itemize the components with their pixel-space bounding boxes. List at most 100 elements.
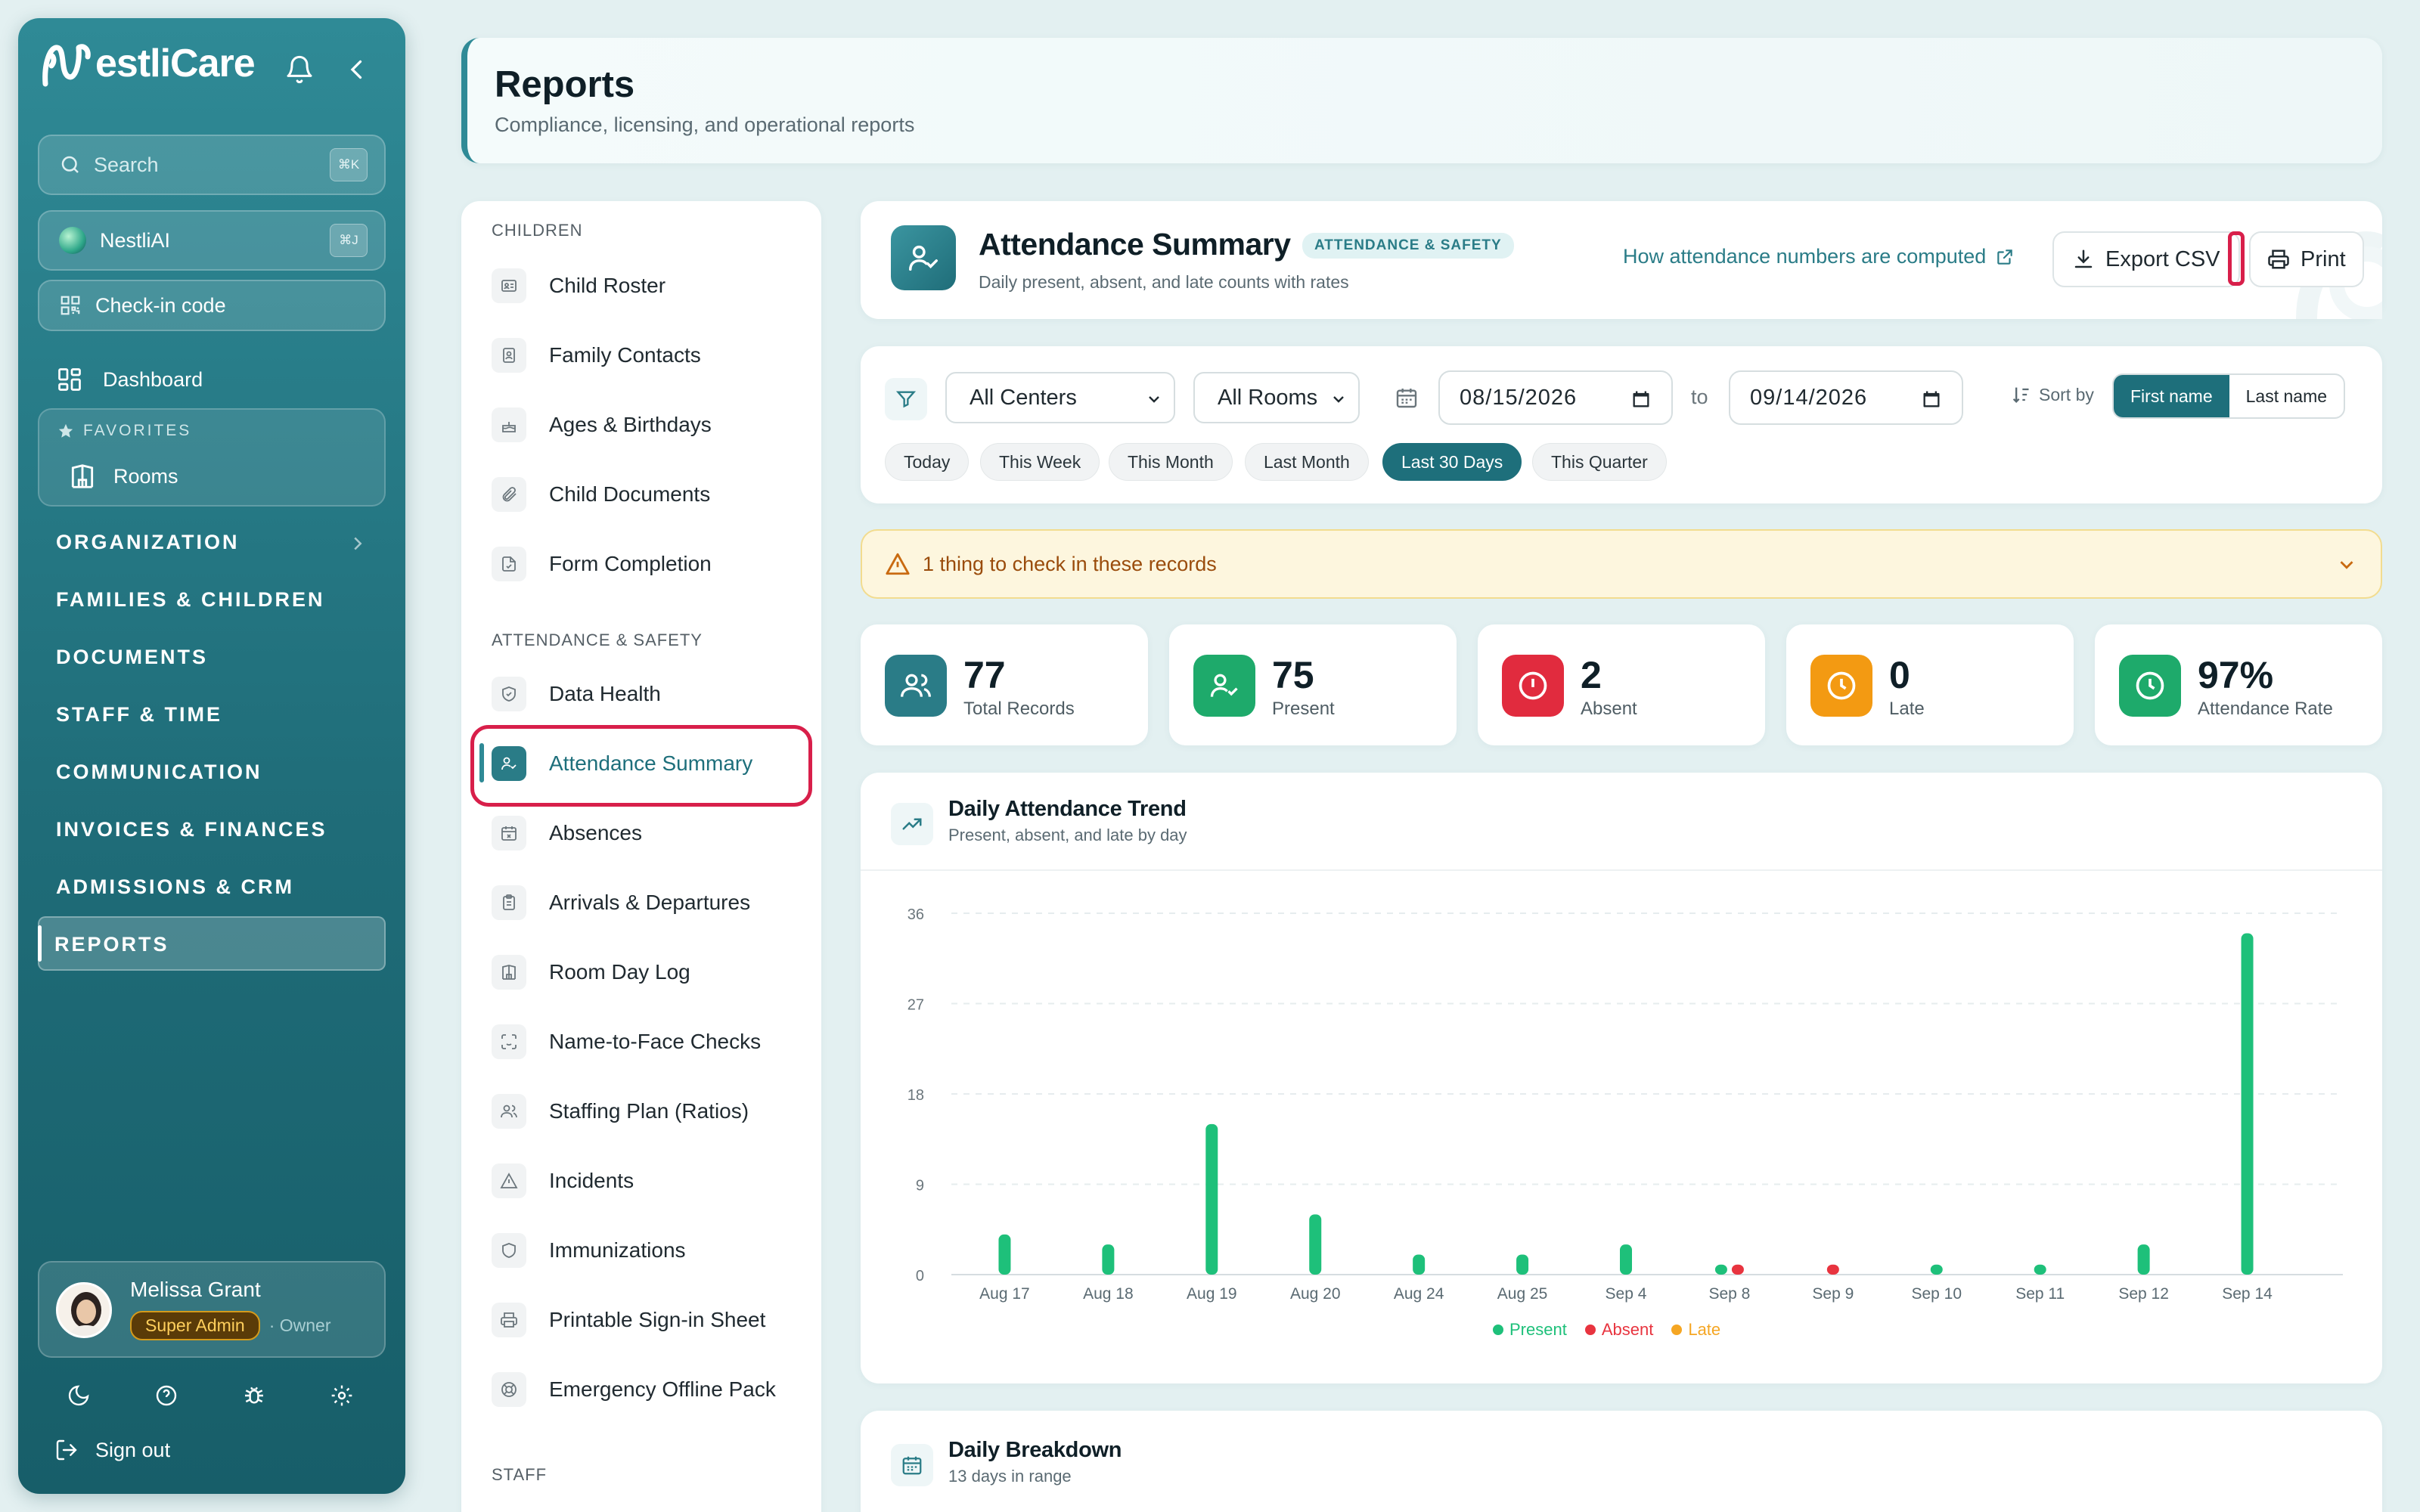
help-link[interactable]: How attendance numbers are computed (1623, 245, 2015, 268)
sidebar-section-reports[interactable]: REPORTS (54, 933, 169, 956)
y-tick-label: 27 (908, 997, 924, 1014)
checkin-code-label: Check-in code (95, 293, 226, 317)
report-item-family-contacts[interactable]: Family Contacts (492, 334, 701, 376)
report-item-arrivals[interactable]: Arrivals & Departures (492, 881, 750, 924)
stat-label: Present (1272, 699, 1335, 719)
report-item-form-completion[interactable]: Form Completion (492, 543, 712, 585)
sidebar-section-documents[interactable]: DOCUMENTS (56, 646, 208, 669)
room-select[interactable]: All Rooms (1193, 372, 1360, 423)
users-icon (492, 1094, 526, 1129)
report-item-immunizations[interactable]: Immunizations (492, 1229, 686, 1272)
report-item-staffing-plan[interactable]: Staffing Plan (Ratios) (492, 1090, 749, 1132)
x-tick-label: Aug 20 (1290, 1285, 1341, 1303)
report-item-incidents[interactable]: Incidents (492, 1160, 634, 1202)
center-select[interactable]: All Centers (945, 372, 1175, 423)
bar-present (1930, 1264, 1943, 1275)
bar-present (1516, 1254, 1529, 1275)
favorite-item-rooms[interactable]: Rooms (68, 455, 178, 497)
section-label: COMMUNICATION (56, 761, 262, 783)
trending-up-icon (891, 803, 933, 845)
report-item-name-to-face[interactable]: Name-to-Face Checks (492, 1021, 761, 1063)
legend-late[interactable]: Late (1671, 1320, 1720, 1340)
chevron-down-icon[interactable] (2335, 553, 2358, 576)
sort-icon (2012, 387, 2029, 403)
stat-absent: 2 Absent (1478, 624, 1765, 745)
report-item-label: Child Roster (549, 274, 666, 297)
building-icon (71, 464, 94, 488)
range-chip-this-month[interactable]: This Month (1109, 443, 1233, 481)
sort-first-name-option[interactable]: First name (2114, 375, 2229, 417)
range-chip-this-week[interactable]: This Week (980, 443, 1100, 481)
warning-icon (886, 553, 910, 575)
bell-icon[interactable] (284, 54, 315, 85)
bar-present (1620, 1244, 1632, 1275)
date-from-input[interactable]: 08/15/2026 (1438, 370, 1673, 425)
calendar-picker-icon[interactable] (1630, 389, 1652, 410)
report-item-child-documents[interactable]: Child Documents (492, 473, 710, 516)
stat-late: 0 Late (1786, 624, 2074, 745)
chevron-right-icon[interactable] (346, 532, 369, 555)
user-card[interactable]: Melissa Grant Super Admin · Owner (38, 1261, 386, 1358)
report-item-attendance-summary[interactable]: Attendance Summary (492, 742, 752, 785)
report-item-ages-birthdays[interactable]: Ages & Birthdays (492, 404, 712, 446)
stat-present: 75 Present (1169, 624, 1457, 745)
user-check-icon (492, 746, 526, 781)
filter-button[interactable] (885, 378, 927, 420)
print-button[interactable]: Print (2249, 231, 2364, 287)
report-item-label: Child Documents (549, 482, 711, 506)
help-icon[interactable] (154, 1383, 178, 1408)
stat-label: Absent (1581, 699, 1637, 719)
checkin-code-button[interactable]: Check-in code (38, 280, 386, 331)
date-to-input[interactable]: 09/14/2026 (1729, 370, 1963, 425)
x-tick-label: Aug 17 (979, 1285, 1030, 1303)
chevron-down-icon (1149, 396, 1159, 403)
section-label: STAFF & TIME (56, 703, 222, 726)
filter-card: All Centers All Rooms 08/15/2026 to 09/1… (861, 346, 2382, 503)
report-group-attendance: ATTENDANCE & SAFETY (492, 631, 703, 649)
report-group-staff: STAFF (492, 1465, 548, 1484)
report-item-child-roster[interactable]: Child Roster (492, 265, 666, 307)
collapse-sidebar-icon[interactable] (343, 54, 371, 85)
report-item-label: Arrivals & Departures (549, 891, 751, 914)
search-box[interactable]: Search ⌘K (38, 135, 386, 195)
report-category-badge: ATTENDANCE & SAFETY (1302, 233, 1514, 259)
user-check-icon (1193, 655, 1255, 717)
export-csv-button[interactable]: Export CSV (2052, 231, 2240, 287)
sidebar-section-invoices[interactable]: INVOICES & FINANCES (56, 818, 327, 841)
sidebar-active-highlight (38, 916, 386, 971)
bug-icon[interactable] (242, 1383, 266, 1408)
y-tick-label: 36 (908, 906, 924, 923)
moon-icon[interactable] (67, 1383, 91, 1408)
sidebar-section-admissions[interactable]: ADMISSIONS & CRM (56, 875, 294, 899)
calendar-picker-icon[interactable] (1921, 389, 1942, 410)
range-chip-last-month[interactable]: Last Month (1245, 443, 1369, 481)
warning-icon (492, 1163, 526, 1198)
sort-last-name-option[interactable]: Last name (2245, 386, 2328, 406)
report-item-absences[interactable]: Absences (492, 812, 642, 854)
legend-present[interactable]: Present (1493, 1320, 1567, 1340)
range-chip-today[interactable]: Today (885, 443, 970, 481)
brand-logo[interactable]: estliCare (41, 41, 256, 87)
contact-book-icon (492, 338, 526, 373)
report-item-emergency-pack[interactable]: Emergency Offline Pack (492, 1368, 776, 1411)
report-item-data-health[interactable]: Data Health (492, 673, 661, 715)
sidebar-section-organization[interactable]: ORGANIZATION (56, 531, 239, 554)
report-item-sign-in-sheet[interactable]: Printable Sign-in Sheet (492, 1299, 765, 1341)
sidebar-section-families[interactable]: FAMILIES & CHILDREN (56, 588, 325, 612)
range-chip-last-30-days[interactable]: Last 30 Days (1382, 443, 1522, 481)
user-title: · Owner (268, 1315, 331, 1335)
nestliai-button[interactable]: NestliAI ⌘J (38, 210, 386, 271)
sidebar-item-dashboard[interactable]: Dashboard (56, 358, 203, 401)
report-item-label: Attendance Summary (549, 751, 753, 775)
sidebar-section-communication[interactable]: COMMUNICATION (56, 761, 262, 784)
report-item-room-day-log[interactable]: Room Day Log (492, 951, 690, 993)
sidebar-section-staff[interactable]: STAFF & TIME (56, 703, 222, 727)
user-name: Melissa Grant (130, 1278, 261, 1301)
report-item-label: Incidents (549, 1169, 634, 1192)
data-check-alert[interactable]: 1 thing to check in these records (861, 529, 2382, 599)
range-chip-this-quarter[interactable]: This Quarter (1532, 443, 1667, 481)
settings-icon[interactable] (330, 1383, 354, 1408)
signout-button[interactable]: Sign out (54, 1435, 170, 1465)
alert-text: 1 thing to check in these records (923, 552, 1217, 575)
legend-absent[interactable]: Absent (1584, 1320, 1653, 1340)
